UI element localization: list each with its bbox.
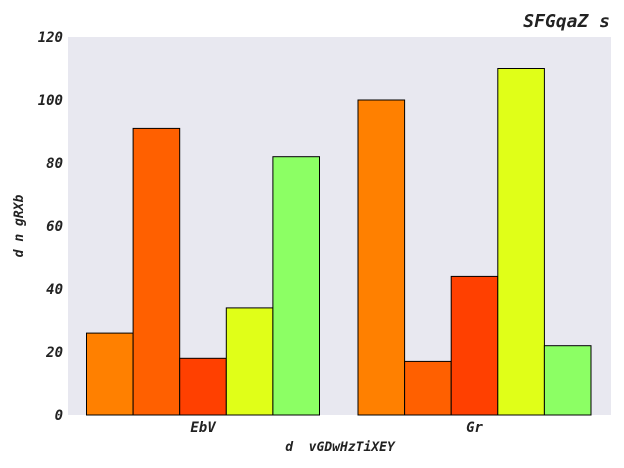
bars-group bbox=[86, 68, 592, 416]
y-tick-label: 60 bbox=[46, 219, 63, 235]
bar-ebv-2 bbox=[132, 127, 181, 416]
y-tick-label: 0 bbox=[55, 408, 63, 424]
x-axis-label: d vGDwHzTiXEY bbox=[285, 440, 396, 455]
y-tick-label: 120 bbox=[38, 30, 63, 46]
bar-gr-4 bbox=[497, 68, 545, 416]
bar-gr-3 bbox=[450, 275, 499, 416]
y-axis-label: d n gRXb bbox=[12, 195, 27, 258]
y-tick-label: 40 bbox=[46, 282, 63, 298]
bar-ebv-1 bbox=[86, 332, 134, 416]
y-tick-label: 100 bbox=[38, 93, 63, 109]
y-axis-ticks: 0 20 40 60 80 100 120 bbox=[38, 30, 63, 424]
x-tick-label: Gr bbox=[466, 420, 483, 436]
bar-ebv-3 bbox=[179, 357, 227, 416]
x-tick-label: EbV bbox=[190, 420, 217, 436]
bar-gr-5 bbox=[543, 345, 592, 416]
y-tick-label: 20 bbox=[45, 345, 63, 361]
bar-gr-1 bbox=[357, 99, 406, 416]
bar-ebv-4 bbox=[225, 307, 274, 416]
bar-gr-2 bbox=[404, 360, 452, 416]
y-tick-label: 80 bbox=[46, 156, 63, 172]
chart-title: SFGqaZ s bbox=[523, 11, 610, 32]
bar-ebv-5 bbox=[272, 156, 320, 416]
x-axis-ticks: EbV Gr bbox=[190, 420, 483, 436]
